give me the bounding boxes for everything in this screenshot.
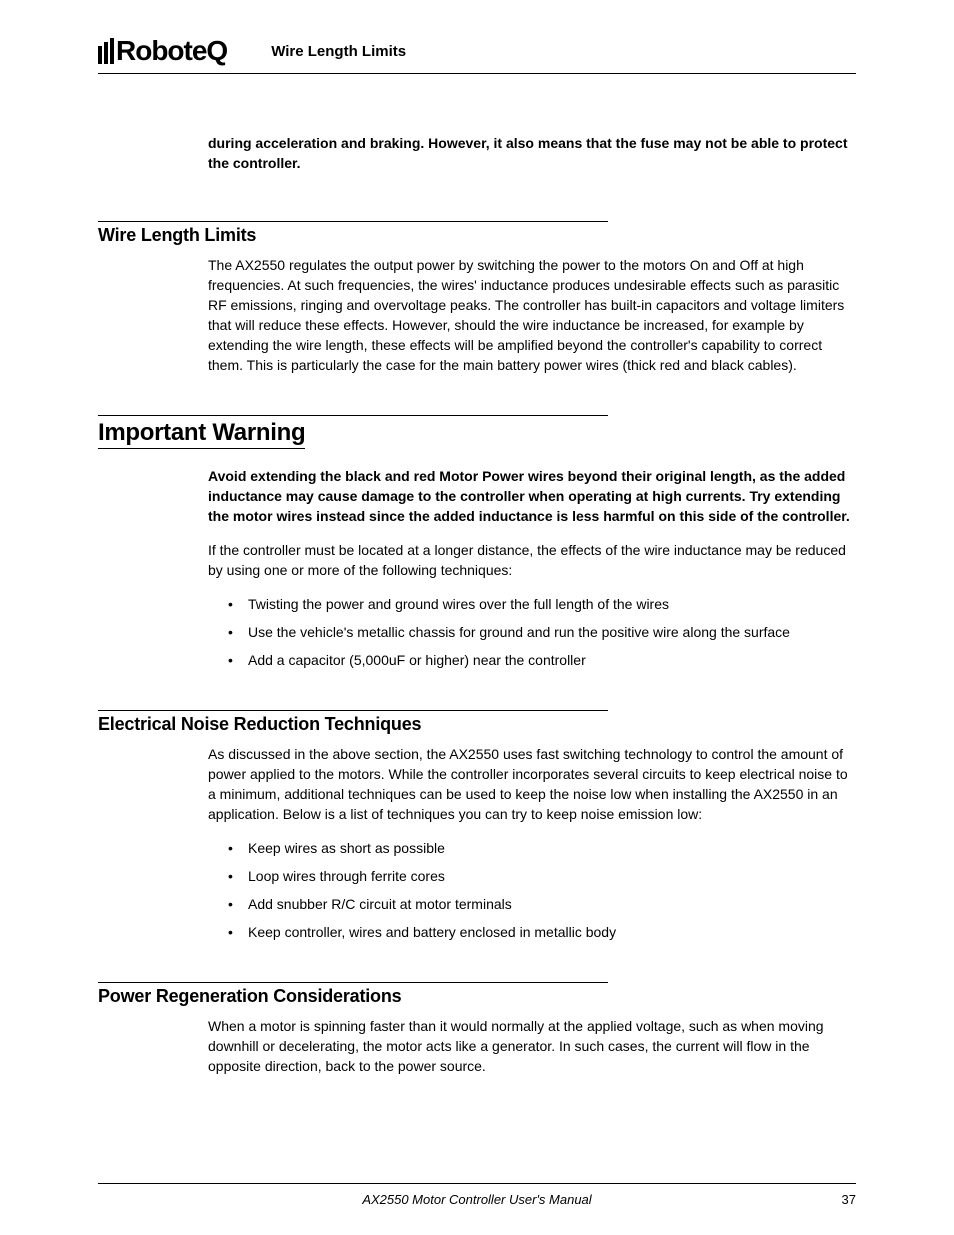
section-rule	[98, 415, 608, 416]
section-warning: Important Warning Avoid extending the bl…	[98, 415, 856, 670]
page-footer: AX2550 Motor Controller User's Manual 37	[98, 1183, 856, 1207]
intro-continuation: during acceleration and braking. However…	[208, 134, 856, 173]
header-section-label: Wire Length Limits	[271, 43, 406, 60]
footer-page-number: 37	[816, 1192, 856, 1207]
section-title-warning: Important Warning	[98, 419, 305, 449]
footer-doc-title: AX2550 Motor Controller User's Manual	[138, 1192, 816, 1207]
noise-para: As discussed in the above section, the A…	[208, 745, 856, 825]
regen-para: When a motor is spinning faster than it …	[208, 1017, 856, 1077]
list-item: Keep controller, wires and battery enclo…	[208, 923, 856, 943]
warning-bold-para: Avoid extending the black and red Motor …	[208, 467, 856, 527]
section-rule	[98, 982, 608, 983]
section-rule	[98, 710, 608, 711]
page-header: RoboteQ Wire Length Limits	[98, 35, 856, 74]
warning-bullets: Twisting the power and ground wires over…	[208, 595, 856, 671]
section-title-regen: Power Regeneration Considerations	[98, 986, 856, 1007]
page-body: RoboteQ Wire Length Limits during accele…	[0, 0, 954, 1077]
wire-length-para: The AX2550 regulates the output power by…	[208, 256, 856, 375]
section-rule	[98, 221, 608, 222]
list-item: Use the vehicle's metallic chassis for g…	[208, 623, 856, 643]
noise-bullets: Keep wires as short as possible Loop wir…	[208, 839, 856, 943]
section-regen: Power Regeneration Considerations When a…	[98, 982, 856, 1077]
list-item: Add a capacitor (5,000uF or higher) near…	[208, 651, 856, 671]
section-title-noise: Electrical Noise Reduction Techniques	[98, 714, 856, 735]
list-item: Twisting the power and ground wires over…	[208, 595, 856, 615]
warning-para: If the controller must be located at a l…	[208, 541, 856, 581]
logo-bars-icon	[98, 38, 114, 64]
section-title-wire-length: Wire Length Limits	[98, 225, 856, 246]
list-item: Loop wires through ferrite cores	[208, 867, 856, 887]
brand-logo: RoboteQ	[98, 35, 227, 67]
section-wire-length: Wire Length Limits The AX2550 regulates …	[98, 221, 856, 375]
list-item: Add snubber R/C circuit at motor termina…	[208, 895, 856, 915]
section-noise: Electrical Noise Reduction Techniques As…	[98, 710, 856, 942]
brand-text: RoboteQ	[116, 35, 227, 67]
list-item: Keep wires as short as possible	[208, 839, 856, 859]
